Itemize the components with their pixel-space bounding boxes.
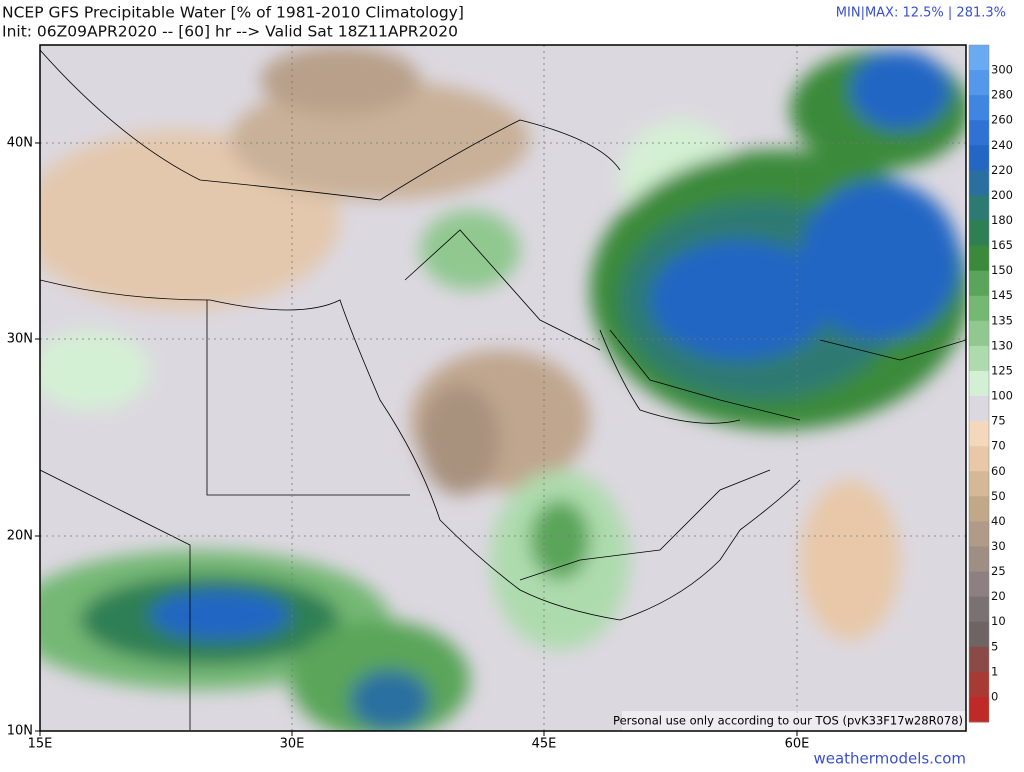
colorbar-label: 60	[991, 464, 1006, 478]
colorbar-segment	[969, 496, 989, 522]
colorbar-label: 300	[991, 63, 1013, 77]
colorbar-frame	[968, 44, 990, 723]
colorbar-label: 70	[991, 439, 1006, 453]
colorbar-segment	[969, 45, 989, 71]
colorbar-label: 40	[991, 514, 1006, 528]
colorbar-label: 10	[991, 614, 1006, 628]
colorbar-label: 145	[991, 288, 1013, 302]
colorbar-segment	[969, 571, 989, 598]
colorbar-segment	[969, 320, 989, 347]
map-frame	[39, 44, 967, 732]
colorbar-segment	[969, 621, 989, 648]
colorbar-label: 135	[991, 313, 1013, 327]
colorbar-segment	[969, 446, 989, 472]
colorbar-label: 30	[991, 539, 1006, 553]
graticule	[40, 45, 966, 731]
lat-label: 30N	[7, 332, 33, 347]
colorbar-label: 0	[991, 689, 998, 703]
colorbar-segment	[969, 120, 989, 146]
colorbar-segment	[969, 245, 989, 272]
colorbar-label: 260	[991, 113, 1013, 127]
colorbar-label: 200	[991, 188, 1013, 202]
colorbar-label: 125	[991, 363, 1013, 377]
colorbar-segment	[969, 170, 989, 196]
colorbar-segment	[969, 521, 989, 547]
colorbar-segment	[969, 421, 989, 447]
colorbar-segment	[969, 696, 989, 723]
site-watermark: weathermodels.com	[813, 750, 966, 768]
lon-label: 45E	[532, 737, 557, 752]
lat-label: 20N	[7, 529, 33, 544]
colorbar-segment	[969, 195, 989, 222]
colorbar-segment	[969, 145, 989, 171]
colorbar-segment	[969, 471, 989, 497]
min-max: MIN|MAX: 12.5% | 281.3%	[836, 6, 1006, 21]
colorbar-label: 220	[991, 163, 1013, 177]
colorbar-segment	[969, 95, 989, 121]
colorbar-label: 100	[991, 389, 1013, 403]
colorbar-segment	[969, 396, 989, 422]
lon-label: 60E	[785, 737, 810, 752]
colorbar-label: 50	[991, 489, 1006, 503]
colorbar-label: 75	[991, 414, 1006, 428]
colorbar-label: 130	[991, 338, 1013, 352]
colorbar-label: 5	[991, 639, 998, 653]
colorbar-label: 165	[991, 238, 1013, 252]
colorbar-segment	[969, 646, 989, 673]
colorbar-label: 280	[991, 88, 1013, 102]
colorbar-segment	[969, 295, 989, 322]
colorbar-label: 150	[991, 263, 1013, 277]
colorbar-segment	[969, 270, 989, 297]
title: NCEP GFS Precipitable Water [% of 1981-2…	[2, 4, 464, 22]
colorbar-segment	[969, 671, 989, 698]
notice-bg	[622, 711, 966, 731]
colorbar-segment	[969, 220, 989, 247]
map-field	[40, 45, 966, 731]
colorbar-segment	[969, 370, 989, 397]
subtitle: Init: 06Z09APR2020 -- [60] hr --> Valid …	[2, 23, 458, 41]
colorbar-segment	[969, 546, 989, 573]
colorbar-label: 1	[991, 664, 998, 678]
colorbar-label: 20	[991, 589, 1006, 603]
notice: Personal use only according to our TOS (…	[613, 714, 963, 728]
colorbar-label: 240	[991, 138, 1013, 152]
lat-label: 40N	[7, 136, 33, 151]
lon-label: 15E	[28, 737, 53, 752]
colorbar-label: 25	[991, 564, 1006, 578]
lat-label: 10N	[7, 724, 33, 739]
colorbar-segment	[969, 70, 989, 96]
lon-label: 30E	[280, 737, 305, 752]
field-blobs	[40, 45, 966, 731]
colorbar-segment	[969, 345, 989, 372]
colorbar-segment	[969, 596, 989, 623]
borders	[40, 49, 966, 730]
colorbar-label: 180	[991, 213, 1013, 227]
